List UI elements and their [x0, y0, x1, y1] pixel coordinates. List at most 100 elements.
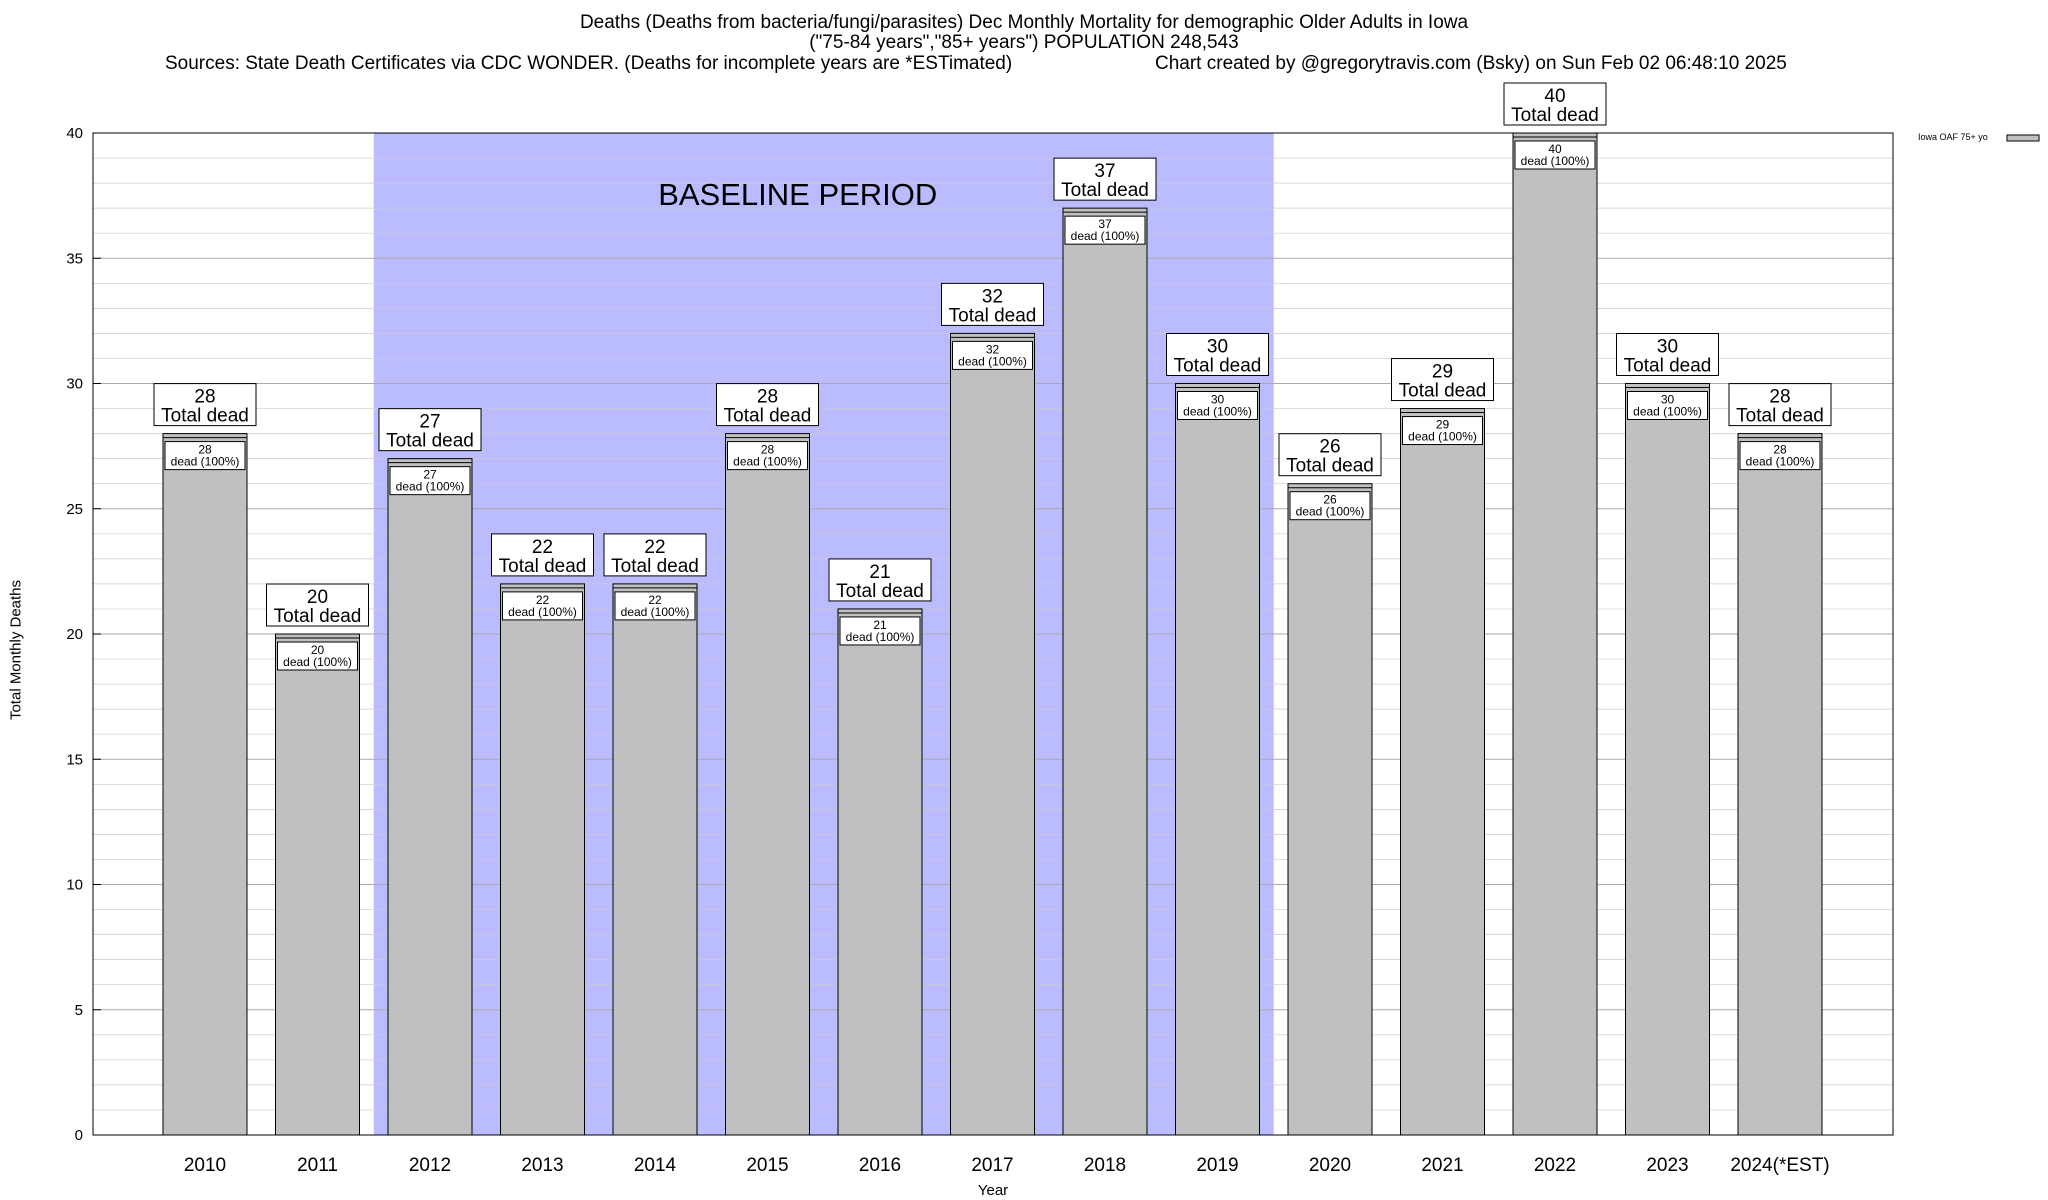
y-tick-label: 10: [66, 877, 83, 894]
x-tick-label: 2015: [746, 1155, 788, 1176]
bar-inner-caption: dead (100%): [621, 605, 690, 619]
bar-total-value: 22: [644, 537, 665, 558]
bar-inner-label-box: [1627, 391, 1708, 420]
bar-total-label-box: [1616, 333, 1719, 376]
bar-inner-value: 30: [1661, 393, 1675, 407]
bar-inner-value: 22: [648, 593, 662, 607]
chart-title: Deaths (Deaths from bacteria/fungi/paras…: [579, 12, 1469, 33]
bar-total-caption: Total dead: [1061, 180, 1149, 201]
x-tick-label: 2023: [1646, 1155, 1688, 1176]
y-tick-label: 30: [66, 376, 83, 393]
chart-source-line: Sources: State Death Certificates via CD…: [165, 53, 1013, 74]
bar-total-label-box: [1391, 358, 1494, 402]
legend-swatch: [2006, 134, 2040, 142]
bar-inner-caption: dead (100%): [958, 354, 1027, 368]
bar-total-value: 20: [307, 587, 328, 608]
bar-inner-caption: dead (100%): [733, 455, 802, 469]
bar-total-value: 37: [1094, 161, 1115, 182]
bar-inner-value: 21: [873, 618, 887, 632]
bar-inner-caption: dead (100%): [846, 630, 915, 644]
bar-inner-label-box: [952, 340, 1033, 370]
y-tick-label: 15: [66, 751, 83, 768]
bar-total-value: 21: [869, 562, 890, 583]
bar-total-caption: Total dead: [836, 581, 924, 602]
bar-inner-value: 26: [1323, 493, 1337, 507]
bar-total-label-box: [716, 383, 819, 427]
baseline-period-label: BASELINE PERIOD: [658, 177, 937, 212]
bar-2011: [275, 633, 360, 1136]
bar-2016: [837, 608, 923, 1136]
bar-inner-label-box: [1514, 140, 1596, 170]
bar-inner-value: 27: [423, 468, 437, 482]
bar-total-caption: Total dead: [1286, 456, 1374, 477]
bar-2024(*EST): [1737, 433, 1823, 1136]
bar-total-value: 30: [1207, 337, 1228, 358]
plot-frame: [92, 132, 1894, 1136]
y-tick-label: 25: [66, 501, 83, 518]
bar-total-caption: Total dead: [161, 406, 249, 427]
y-tick-label: 0: [75, 1127, 83, 1144]
y-axis-label: Total Monthly Deaths: [7, 579, 25, 721]
bar-inner-value: 32: [986, 342, 1000, 356]
bar-total-label-box: [491, 533, 594, 577]
bar-total-caption: Total dead: [1736, 406, 1824, 427]
bar-2021: [1400, 408, 1485, 1136]
bar-inner-label-box: [1402, 416, 1483, 446]
bar-inner-caption: dead (100%): [508, 605, 577, 619]
bar-inner-label-box: [1064, 215, 1146, 245]
bar-total-caption: Total dead: [1174, 356, 1262, 377]
bar-total-label-box: [941, 282, 1044, 326]
bar-inner-label-box: [1289, 491, 1371, 521]
bar-inner-value: 28: [761, 443, 775, 457]
bar-inner-caption: dead (100%): [283, 655, 352, 669]
bar-inner-value: 28: [198, 443, 212, 457]
chart-subtitle: ("75-84 years","85+ years") POPULATION 2…: [809, 32, 1239, 53]
bar-2013: [500, 583, 585, 1136]
x-tick-label: 2017: [971, 1155, 1013, 1176]
bar-2014: [612, 583, 698, 1136]
bar-total-label-box: [1278, 433, 1382, 477]
bar-total-label-box: [153, 383, 257, 427]
x-tick-label: 2011: [297, 1155, 338, 1176]
bar-total-value: 22: [532, 537, 553, 558]
bar-inner-caption: dead (100%): [1633, 405, 1702, 419]
bar-inner-caption: dead (100%): [1408, 430, 1477, 444]
bar-inner-caption: dead (100%): [171, 455, 240, 469]
bar-2018: [1062, 207, 1148, 1136]
bar-total-caption: Total dead: [386, 431, 474, 452]
bar-inner-caption: dead (100%): [1071, 229, 1140, 243]
bar-2015: [725, 433, 810, 1136]
bar-total-value: 27: [419, 412, 440, 433]
bar-total-label-box: [1166, 333, 1269, 376]
x-tick-label: 2022: [1534, 1155, 1576, 1176]
bar-total-value: 29: [1432, 362, 1453, 383]
bar-inner-value: 28: [1773, 443, 1787, 457]
bar-2019: [1175, 383, 1260, 1136]
bar-inner-value: 22: [536, 593, 550, 607]
x-tick-label: 2012: [409, 1155, 451, 1176]
y-tick-label: 35: [66, 250, 83, 267]
legend-label: Iowa OAF 75+ yo: [1918, 132, 1988, 142]
bar-2020: [1287, 483, 1373, 1136]
bar-total-value: 28: [757, 387, 778, 408]
bar-inner-value: 40: [1548, 142, 1562, 156]
bar-inner-label-box: [839, 616, 921, 646]
bar-total-caption: Total dead: [274, 606, 362, 627]
bar-total-value: 28: [194, 387, 215, 408]
bar-total-label-box: [1728, 383, 1832, 427]
x-axis-label: Year: [977, 1182, 1009, 1199]
bar-inner-label-box: [502, 591, 583, 621]
bar-inner-caption: dead (100%): [1183, 405, 1252, 419]
x-tick-label: 2019: [1196, 1155, 1238, 1176]
bar-2010: [162, 433, 248, 1136]
x-tick-label: 2013: [521, 1155, 563, 1176]
x-tick-label: 2014: [634, 1155, 677, 1176]
bar-total-caption: Total dead: [1511, 105, 1599, 126]
bar-total-label-box: [1503, 82, 1607, 126]
y-tick-label: 5: [75, 1002, 83, 1019]
x-tick-label: 2010: [184, 1155, 226, 1176]
bar-2012: [387, 458, 473, 1136]
bar-inner-value: 20: [311, 643, 325, 657]
y-tick-label: 20: [66, 626, 83, 643]
